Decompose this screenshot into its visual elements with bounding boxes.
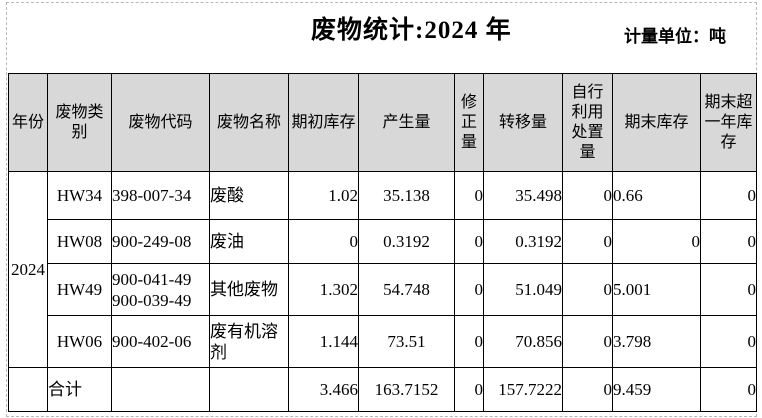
cell-category[interactable]: HW34 — [47, 171, 112, 220]
cell-over-one-year[interactable]: 0 — [700, 171, 757, 220]
cell-total-label[interactable]: 合计 — [47, 367, 112, 412]
cell-transferred[interactable]: 35.498 — [483, 171, 563, 220]
cell-self-disposed[interactable]: 0 — [562, 219, 613, 264]
cell-category[interactable]: HW49 — [47, 263, 112, 316]
col-header-code[interactable]: 废物代码 — [111, 73, 210, 172]
col-header-name[interactable]: 废物名称 — [209, 73, 289, 172]
cell-total-transferred[interactable]: 157.7222 — [483, 367, 563, 412]
cell-over-one-year[interactable]: 0 — [700, 219, 757, 264]
cell-over-one-year[interactable]: 0 — [700, 315, 757, 368]
total-row: 合计 3.466 163.7152 0 157.7222 0 9.459 0 — [8, 367, 757, 412]
cell-transferred[interactable]: 0.3192 — [483, 219, 563, 264]
cell-self-disposed[interactable]: 0 — [562, 315, 613, 368]
cell-name-empty[interactable] — [209, 367, 289, 412]
cell-code[interactable]: 398-007-34 — [111, 171, 210, 220]
col-header-transferred[interactable]: 转移量 — [483, 73, 563, 172]
cell-over-one-year[interactable]: 0 — [700, 263, 757, 316]
cell-corrected[interactable]: 0 — [454, 219, 484, 264]
cell-closing[interactable]: 0.66 — [612, 171, 701, 220]
cell-name[interactable]: 废酸 — [209, 171, 289, 220]
waste-stats-table: 年份 废物类别 废物代码 废物名称 期初库存 产生量 修正量 转移量 自行利用处… — [8, 73, 757, 412]
row-hw08: HW08 900-249-08 废油 0 0.3192 0 0.3192 0 0… — [9, 219, 757, 264]
cell-opening[interactable]: 0 — [288, 219, 359, 264]
sheet-title: 废物统计:2024 年 — [311, 17, 512, 44]
cell-self-disposed[interactable]: 0 — [562, 263, 613, 316]
col-header-over-one-year[interactable]: 期末超一年库存 — [700, 73, 757, 172]
cell-code[interactable]: 900-402-06 — [111, 315, 210, 368]
cell-generated[interactable]: 35.138 — [358, 171, 455, 220]
cell-corrected[interactable]: 0 — [454, 315, 484, 368]
cell-opening[interactable]: 1.02 — [288, 171, 359, 220]
cell-transferred[interactable]: 70.856 — [483, 315, 563, 368]
cell-generated[interactable]: 54.748 — [358, 263, 455, 316]
cell-code[interactable]: 900-041-49 900-039-49 — [111, 263, 210, 316]
cell-corrected[interactable]: 0 — [454, 171, 484, 220]
cell-total-generated[interactable]: 163.7152 — [358, 367, 455, 412]
cell-transferred[interactable]: 51.049 — [483, 263, 563, 316]
unit-label: 计量单位：吨 — [624, 27, 726, 46]
cell-name[interactable]: 废油 — [209, 219, 289, 264]
col-header-corrected[interactable]: 修正量 — [454, 73, 484, 172]
cell-closing[interactable]: 0 — [612, 219, 701, 264]
col-header-closing-stock[interactable]: 期末库存 — [612, 73, 701, 172]
cell-category[interactable]: HW08 — [47, 219, 112, 264]
col-header-category[interactable]: 废物类别 — [47, 73, 112, 172]
col-header-year[interactable]: 年份 — [8, 73, 48, 172]
cell-closing[interactable]: 5.001 — [612, 263, 701, 316]
row-hw06: HW06 900-402-06 废有机溶剂 1.144 73.51 0 70.8… — [9, 315, 757, 368]
cell-category[interactable]: HW06 — [47, 315, 112, 368]
cell-year-empty[interactable] — [8, 367, 48, 412]
col-header-self-disposal[interactable]: 自行利用处置量 — [562, 73, 613, 172]
cell-name[interactable]: 其他废物 — [209, 263, 289, 316]
cell-code-empty[interactable] — [111, 367, 210, 412]
col-header-generated[interactable]: 产生量 — [358, 73, 455, 172]
cell-total-over-one-year[interactable]: 0 — [700, 367, 757, 412]
cell-corrected[interactable]: 0 — [454, 263, 484, 316]
cell-total-corrected[interactable]: 0 — [454, 367, 484, 412]
cell-generated[interactable]: 0.3192 — [358, 219, 455, 264]
cell-opening[interactable]: 1.302 — [288, 263, 359, 316]
header-row: 年份 废物类别 废物代码 废物名称 期初库存 产生量 修正量 转移量 自行利用处… — [8, 73, 757, 172]
cell-closing[interactable]: 3.798 — [612, 315, 701, 368]
cell-self-disposed[interactable]: 0 — [562, 171, 613, 220]
col-header-opening-stock[interactable]: 期初库存 — [288, 73, 359, 172]
cell-year[interactable]: 2024 — [8, 171, 48, 368]
cell-opening[interactable]: 1.144 — [288, 315, 359, 368]
row-hw34: 2024 HW34 398-007-34 废酸 1.02 35.138 0 35… — [8, 171, 757, 368]
cell-code[interactable]: 900-249-08 — [111, 219, 210, 264]
cell-total-self-disposed[interactable]: 0 — [562, 367, 613, 412]
row-hw49: HW49 900-041-49 900-039-49 其他废物 1.302 54… — [9, 263, 757, 316]
cell-generated[interactable]: 73.51 — [358, 315, 455, 368]
cell-total-closing[interactable]: 9.459 — [612, 367, 701, 412]
cell-total-opening[interactable]: 3.466 — [288, 367, 359, 412]
cell-name[interactable]: 废有机溶剂 — [209, 315, 289, 368]
